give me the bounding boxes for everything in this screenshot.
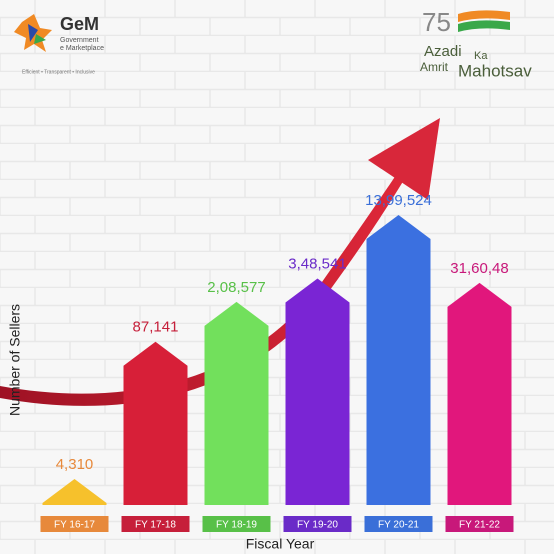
logo-line: Government <box>60 37 99 44</box>
x-tick-label: FY 19-20 <box>297 520 338 531</box>
x-tick-label: FY 21-22 <box>459 520 500 531</box>
category-tag <box>364 516 433 532</box>
badge-text: Mahotsav <box>458 61 532 80</box>
bar <box>447 282 512 505</box>
category-tag <box>445 516 514 532</box>
value-label: 31,60,48 <box>450 260 508 277</box>
bar <box>285 278 350 505</box>
value-label: 2,08,577 <box>207 279 265 296</box>
logo-line: e Marketplace <box>60 45 104 52</box>
logo-text: GeM <box>60 14 99 34</box>
bar <box>204 301 269 505</box>
gem-logo: GeM Government e Marketplace Efficient •… <box>14 14 104 75</box>
x-tick-label: FY 16-17 <box>54 520 95 531</box>
growth-arrow <box>0 118 440 406</box>
badge-number: 75 <box>422 7 451 37</box>
category-tag <box>202 516 271 532</box>
value-label: 4,310 <box>56 456 94 473</box>
x-axis-label: Fiscal Year <box>246 536 315 552</box>
bar <box>366 215 431 505</box>
badge-text: Ka <box>474 50 488 62</box>
category-tag <box>40 516 109 532</box>
bar <box>42 479 107 505</box>
value-label: 13,99,524 <box>365 192 432 209</box>
value-label: 3,48,541 <box>288 255 346 272</box>
chart: 4,310 FY 16-17 87,141 FY 17-18 2,08,577 FY 18… <box>40 192 514 532</box>
bar <box>123 341 188 505</box>
x-tick-label: FY 20-21 <box>378 520 419 531</box>
y-axis-label: Number of Sellers <box>7 304 23 416</box>
x-tick-label: FY 17-18 <box>135 520 176 531</box>
tagline: Efficient • Transparent • Inclusive <box>22 69 95 75</box>
category-tag <box>283 516 352 532</box>
badge-text: Azadi <box>424 43 462 60</box>
value-label: 87,141 <box>133 319 179 336</box>
azadi-badge: 75 Azadi Ka Amrit Mahotsav <box>420 7 532 81</box>
x-tick-label: FY 18-19 <box>216 520 257 531</box>
badge-text: Amrit <box>420 60 449 74</box>
category-tag <box>121 516 190 532</box>
